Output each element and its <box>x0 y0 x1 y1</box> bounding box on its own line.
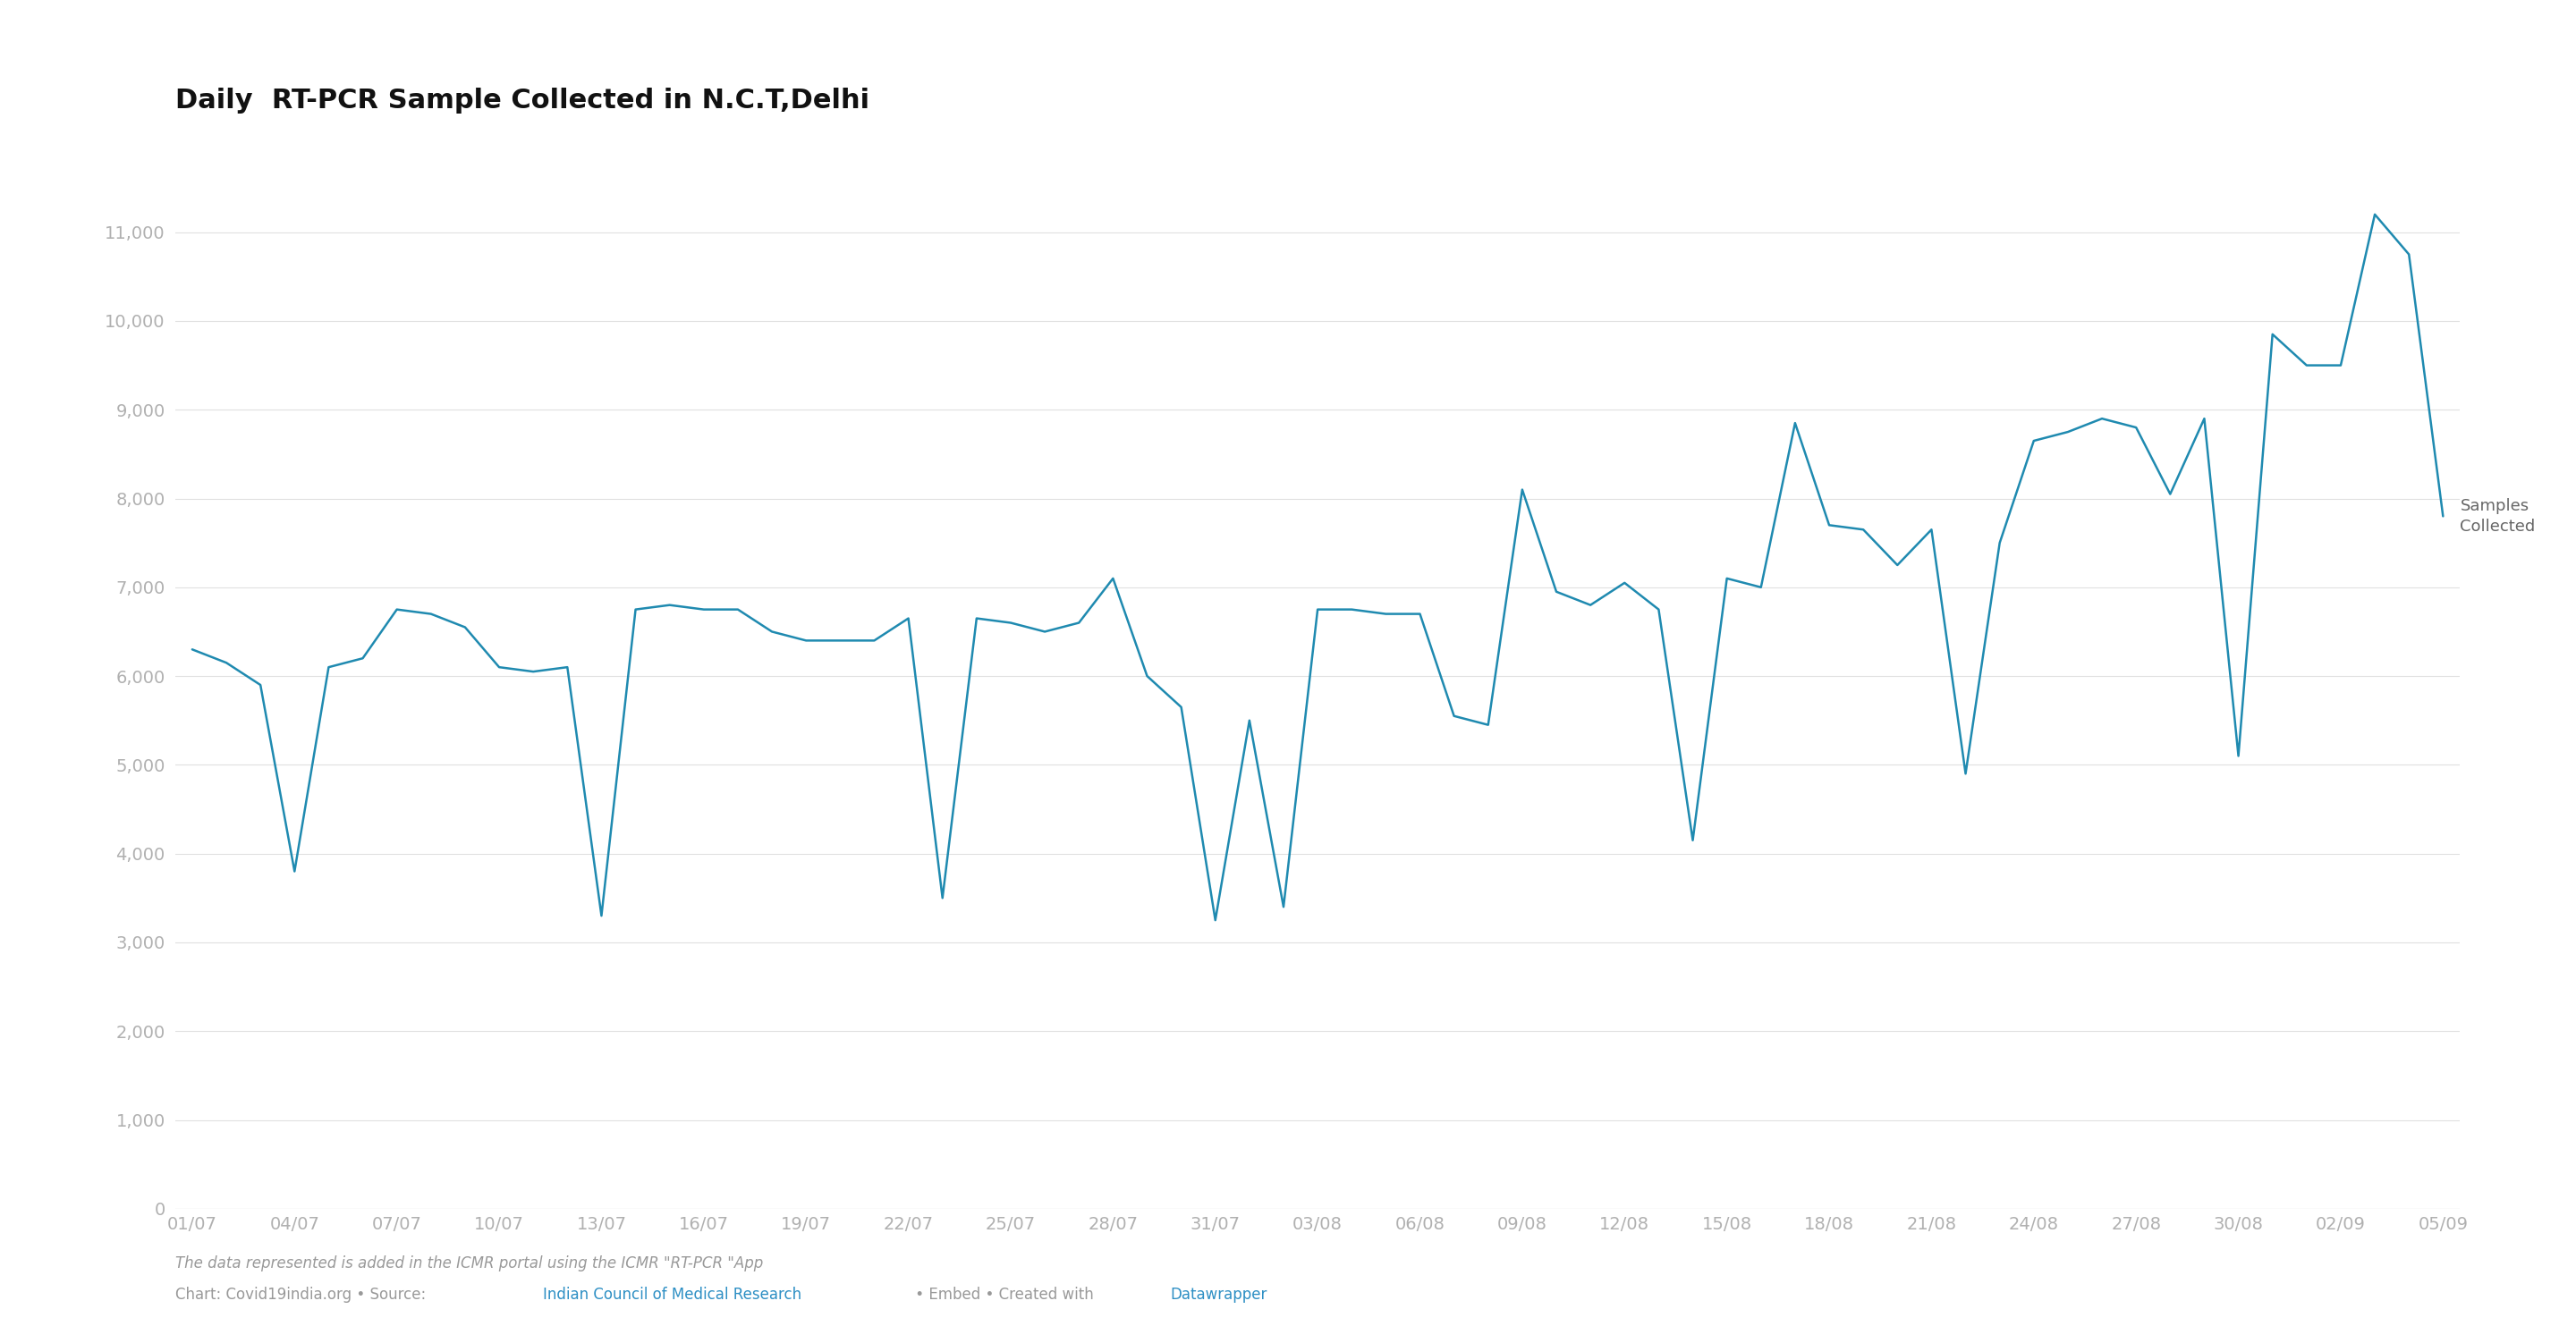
Text: Chart: Covid19india.org • Source:: Chart: Covid19india.org • Source: <box>175 1287 430 1303</box>
Text: • Embed • Created with: • Embed • Created with <box>912 1287 1100 1303</box>
Text: Indian Council of Medical Research: Indian Council of Medical Research <box>544 1287 801 1303</box>
Text: Daily  RT-PCR Sample Collected in N.C.T,Delhi: Daily RT-PCR Sample Collected in N.C.T,D… <box>175 87 868 113</box>
Text: The data represented is added in the ICMR portal using the ICMR "RT-PCR "App: The data represented is added in the ICM… <box>175 1256 762 1272</box>
Text: Samples
Collected: Samples Collected <box>2460 498 2535 535</box>
Text: Datawrapper: Datawrapper <box>1170 1287 1267 1303</box>
